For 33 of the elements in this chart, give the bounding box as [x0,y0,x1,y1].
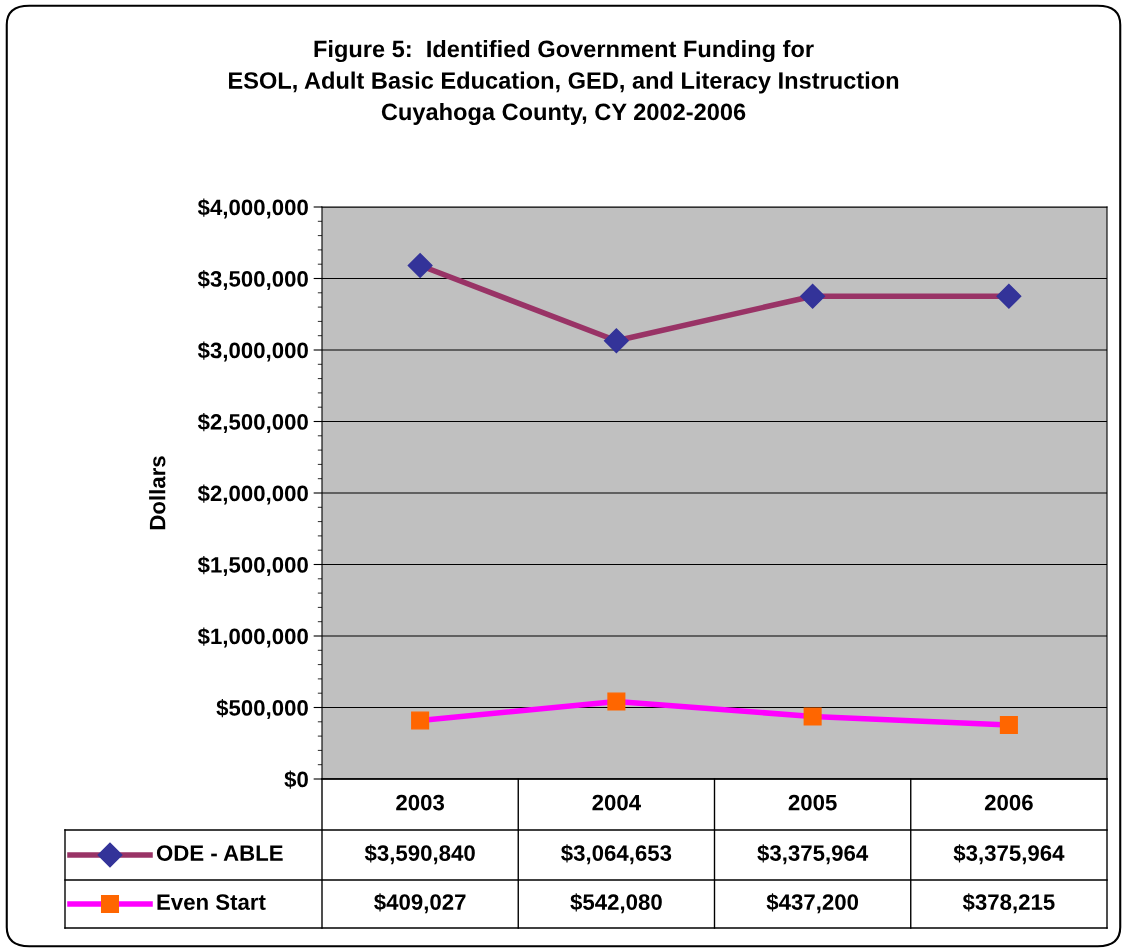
y-tick-label: $4,000,000 [197,198,308,219]
data-label: $3,590,840 [364,844,475,865]
y-tick-label: $1,500,000 [197,556,308,576]
point [999,715,1018,734]
x-tick-label: 2005 [788,794,837,811]
point [603,328,629,354]
x-tick-label: 2003 [396,794,445,811]
y-tick-label: $3,500,000 [197,270,308,290]
y-axis-title: Dollars [149,456,166,530]
data-label: $437,200 [766,893,859,914]
point [411,711,430,730]
y-tick-label: $2,500,000 [197,413,308,433]
data-label: $3,375,964 [953,844,1065,865]
y-tick-label: $3,000,000 [197,341,308,362]
point [607,692,626,711]
chart-title: Figure 5: Identified Government Funding for ESOL, Adult Basic Education, GED, and Literacy Instruction Cuyahoga County, CY 2002-2006 [229,40,899,126]
data-label: $409,027 [374,893,466,914]
data-label: $378,215 [962,893,1055,914]
y-tick-label: $1,000,000 [197,627,308,648]
data-label: $542,080 [570,893,662,914]
point [996,283,1022,309]
data-label: $3,064,653 [561,844,672,865]
data-label: $3,375,964 [757,844,869,865]
legend-label: ODE - ABLE [156,845,283,861]
x-tick-label: 2006 [984,794,1033,811]
x-tick-label: 2004 [592,794,641,811]
point [407,253,433,278]
point [800,283,826,309]
point [803,707,822,726]
y-tick-label: $0 [284,770,308,789]
legend-label: Even Start [157,894,266,910]
y-tick-label: $500,000 [216,699,308,719]
y-tick-label: $2,000,000 [197,484,308,505]
